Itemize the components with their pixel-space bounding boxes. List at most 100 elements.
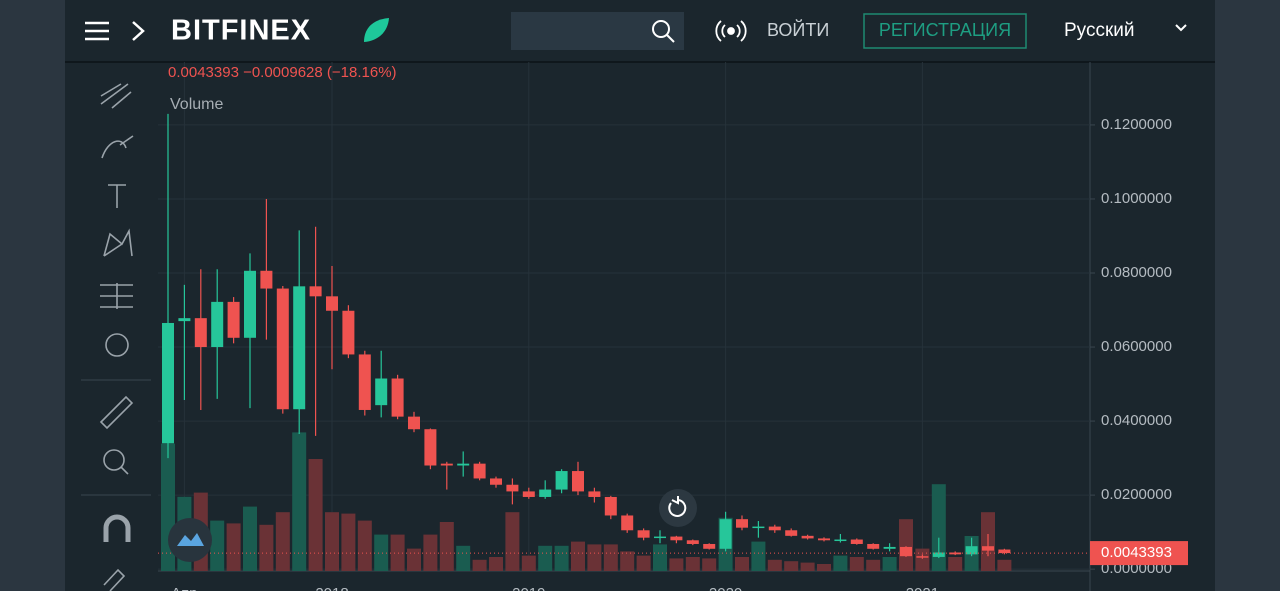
volume-bar [390,534,405,571]
candle-body [276,288,289,410]
candle-body [457,463,470,466]
candle-body [473,463,486,479]
reset-button[interactable] [659,489,697,527]
menu-icon[interactable] [85,21,109,41]
volume-bar [833,555,848,571]
tool-lock[interactable] [103,568,126,591]
x-tick-label: 2020 [709,585,742,591]
volume-bar [243,506,257,571]
volume-bar [226,523,241,571]
volume-bar [259,524,274,571]
candle-body [867,543,880,549]
live-icon [715,20,747,42]
volume-bar [292,432,307,571]
reset-icon [668,496,687,517]
volume-bar [439,522,454,571]
y-tick-label: 0.0600000 [1101,338,1172,355]
candle-body [752,526,765,529]
volume-bar [210,520,225,571]
candle-body [244,270,256,338]
candle-body [801,535,814,539]
volume-bar [554,545,569,571]
expand-icon[interactable] [132,21,145,41]
volume-bar [767,559,782,571]
brand-leaf [364,18,389,42]
candle-body [572,471,584,492]
candle-body [260,270,273,289]
x-tick-label: 2021 [906,585,939,591]
volume-bar [997,559,1012,571]
x-tick-label: Апр [171,585,197,591]
candle-body [785,530,798,536]
volume-bar [374,534,389,571]
tool-magnet[interactable] [103,514,131,542]
candle-body [686,540,699,544]
candle-body [719,519,732,549]
volume-bar [784,561,799,571]
candle-body [539,489,552,497]
volume-bar [751,541,766,571]
candle-body [293,286,306,410]
volume-bar [325,512,339,571]
volume-bar [521,555,536,571]
candle-body [194,318,207,348]
register-label[interactable]: РЕГИСТРАЦИЯ [879,20,1011,40]
candle-body [555,471,568,490]
candle-body [490,478,502,485]
volume-bar [472,559,487,571]
tool-pattern[interactable] [103,228,133,257]
volume-bar [456,545,471,571]
candle-body [375,378,388,406]
language-caret[interactable] [1175,24,1187,32]
tool-emoji[interactable] [105,333,129,357]
language-select[interactable]: Русский [1064,20,1135,41]
candle-body [818,538,830,541]
volume-bar [849,557,864,571]
tool-text[interactable] [108,184,126,208]
candle-body [506,484,519,492]
volume-bar [931,484,946,571]
price-info: 0.0043393 −0.0009628 (−18.16%) [168,64,397,81]
search-icon[interactable] [652,20,670,38]
volume-bar [308,459,323,571]
volume-bar [915,548,930,571]
volume-bar [948,557,963,571]
candle-body [309,286,322,297]
tool-measure[interactable] [100,283,133,309]
candle-body [916,556,929,558]
volume-bar [735,557,749,571]
y-tick-label: 0.0400000 [1101,412,1172,429]
last-price-label: 0.0043393 [1101,544,1172,561]
candle-body [637,530,650,538]
volume-bar [685,557,700,571]
y-tick-label: 0.0200000 [1101,486,1172,503]
brand[interactable]: BITFINEX [171,15,311,47]
candle-body [326,296,338,311]
x-tick-label: 2018 [315,585,348,591]
volume-bar [603,544,618,571]
login-link[interactable]: ВОЙТИ [767,19,829,40]
search-box[interactable] [511,12,684,50]
candle-body [227,301,240,338]
tool-lines[interactable] [100,83,132,109]
candle-body [654,536,666,539]
candle-body [965,546,978,555]
register-button[interactable] [863,13,1027,49]
candle-body [932,552,945,557]
tool-brush[interactable] [101,135,134,159]
candle-body [883,546,896,549]
volume-bar [505,512,520,571]
candle-body [768,526,781,531]
candle-body [998,549,1011,554]
candle-body [982,546,994,551]
last-price-tag [1090,541,1188,566]
tool-zoom[interactable] [103,449,125,471]
tool-ruler[interactable] [99,395,134,430]
volume-bar [538,545,553,571]
candle-body [670,536,683,541]
volume-label: Volume [170,96,223,113]
candle-body [342,310,355,355]
volume-bar [817,564,831,571]
candle-body [604,496,617,516]
